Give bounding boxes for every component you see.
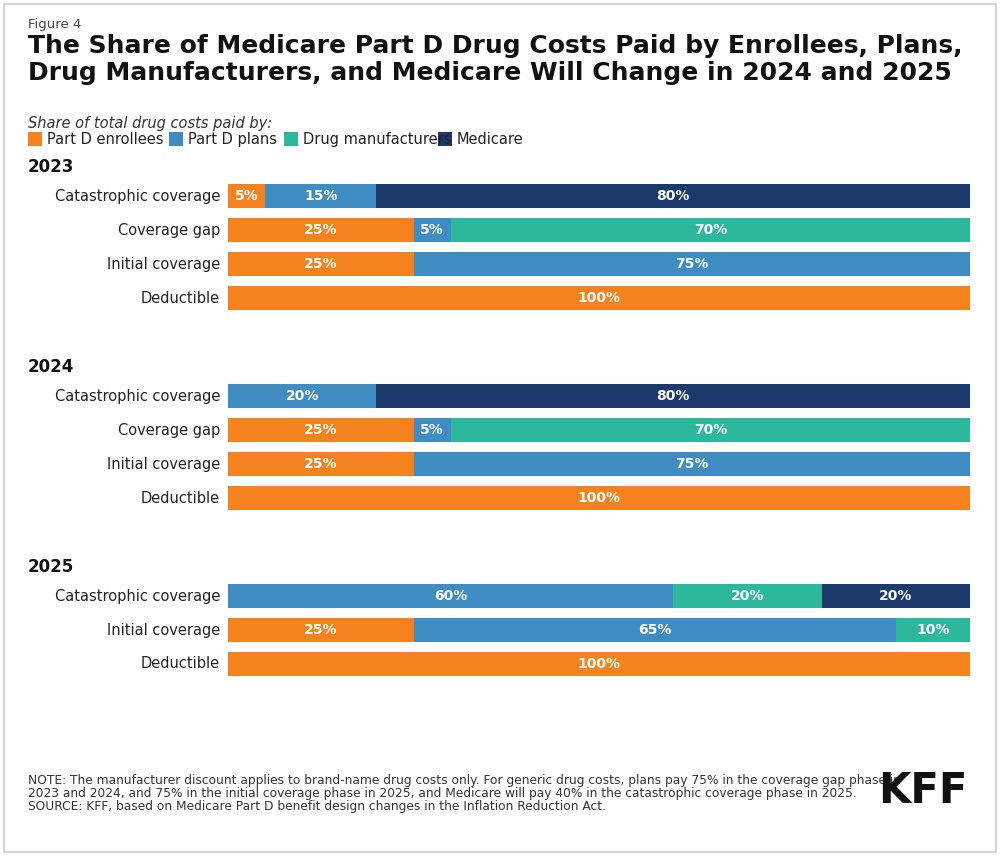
Bar (228, 184, 265, 208)
Bar (228, 384, 376, 408)
Bar (228, 252, 414, 276)
Bar (228, 584, 673, 608)
Text: 15%: 15% (304, 189, 338, 203)
Bar (376, 384, 970, 408)
Text: 2024: 2024 (28, 358, 74, 376)
Text: 25%: 25% (304, 457, 338, 471)
Text: 75%: 75% (675, 457, 708, 471)
Text: 5%: 5% (420, 223, 444, 237)
Bar (414, 418, 451, 442)
Bar (414, 452, 970, 476)
Text: 60%: 60% (434, 589, 467, 603)
Text: 25%: 25% (304, 223, 338, 237)
Text: 75%: 75% (675, 257, 708, 271)
Bar (228, 618, 414, 642)
Bar (284, 132, 298, 146)
Text: Initial coverage: Initial coverage (107, 456, 220, 472)
Text: 20%: 20% (286, 389, 319, 403)
Text: 100%: 100% (578, 291, 620, 305)
Text: Share of total drug costs paid by:: Share of total drug costs paid by: (28, 116, 272, 131)
Bar (896, 618, 970, 642)
Text: 25%: 25% (304, 623, 338, 637)
Bar (673, 584, 822, 608)
Bar (228, 452, 414, 476)
Text: 2023 and 2024, and 75% in the initial coverage phase in 2025, and Medicare will : 2023 and 2024, and 75% in the initial co… (28, 787, 857, 800)
Text: Catastrophic coverage: Catastrophic coverage (55, 389, 220, 403)
Text: 2023: 2023 (28, 158, 74, 176)
Text: Drug manufacturers: Drug manufacturers (303, 132, 452, 146)
Bar (822, 584, 970, 608)
Text: Catastrophic coverage: Catastrophic coverage (55, 188, 220, 204)
Text: Coverage gap: Coverage gap (118, 423, 220, 437)
Text: Initial coverage: Initial coverage (107, 257, 220, 271)
Bar (414, 618, 896, 642)
Bar (228, 418, 414, 442)
Bar (438, 132, 452, 146)
Bar (228, 486, 970, 510)
Text: Deductible: Deductible (141, 290, 220, 306)
Text: 100%: 100% (578, 657, 620, 671)
Text: The Share of Medicare Part D Drug Costs Paid by Enrollees, Plans,
Drug Manufactu: The Share of Medicare Part D Drug Costs … (28, 34, 962, 85)
Bar (376, 184, 970, 208)
Bar (169, 132, 183, 146)
Text: 100%: 100% (578, 491, 620, 505)
Text: 80%: 80% (657, 189, 690, 203)
Text: SOURCE: KFF, based on Medicare Part D benefit design changes in the Inflation Re: SOURCE: KFF, based on Medicare Part D be… (28, 800, 606, 813)
Bar (228, 218, 414, 242)
Text: 20%: 20% (879, 589, 912, 603)
Bar (228, 652, 970, 676)
Text: 25%: 25% (304, 423, 338, 437)
Bar (414, 252, 970, 276)
Text: Figure 4: Figure 4 (28, 18, 81, 31)
Text: 2025: 2025 (28, 558, 74, 576)
Text: 5%: 5% (235, 189, 258, 203)
Text: Part D enrollees: Part D enrollees (47, 132, 164, 146)
Bar (451, 418, 970, 442)
Text: Deductible: Deductible (141, 657, 220, 671)
Text: Part D plans: Part D plans (188, 132, 277, 146)
Text: 20%: 20% (731, 589, 764, 603)
Text: Medicare: Medicare (457, 132, 524, 146)
Text: Initial coverage: Initial coverage (107, 622, 220, 638)
Bar (265, 184, 376, 208)
Text: Catastrophic coverage: Catastrophic coverage (55, 589, 220, 603)
Text: 10%: 10% (916, 623, 950, 637)
Bar (414, 218, 451, 242)
Text: NOTE: The manufacturer discount applies to brand-name drug costs only. For gener: NOTE: The manufacturer discount applies … (28, 774, 901, 787)
Bar (28, 132, 42, 146)
Text: 25%: 25% (304, 257, 338, 271)
Text: 65%: 65% (638, 623, 671, 637)
Text: 70%: 70% (694, 423, 727, 437)
Text: Deductible: Deductible (141, 490, 220, 506)
Text: 5%: 5% (420, 423, 444, 437)
Text: 70%: 70% (694, 223, 727, 237)
Text: KFF: KFF (879, 770, 968, 812)
Bar (228, 286, 970, 310)
Text: 80%: 80% (657, 389, 690, 403)
Text: Coverage gap: Coverage gap (118, 223, 220, 237)
Bar (451, 218, 970, 242)
